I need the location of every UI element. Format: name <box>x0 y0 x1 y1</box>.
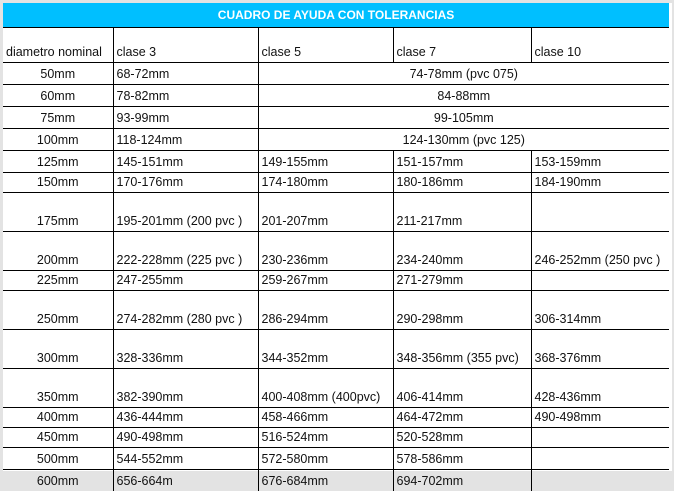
cell-clase-3[interactable]: 436-444mm <box>113 408 258 428</box>
cell-merged-clase-5-10[interactable]: 74-78mm (pvc 075) <box>258 63 669 85</box>
cell-clase-10[interactable]: 306-314mm <box>531 291 669 330</box>
cell-clase-7[interactable]: 211-217mm <box>393 193 531 232</box>
cell-nominal[interactable]: 60mm <box>3 85 113 107</box>
cell-clase-3[interactable]: 145-151mm <box>113 151 258 173</box>
cell-clase-10[interactable] <box>531 448 669 470</box>
cell-clase-10[interactable] <box>531 428 669 448</box>
cell-clase-3[interactable]: 382-390mm <box>113 369 258 408</box>
spreadsheet: CUADRO DE AYUDA CON TOLERANCIAS diametro… <box>3 3 672 471</box>
cell-clase-5[interactable]: 174-180mm <box>258 173 393 193</box>
cell-clase-10[interactable]: 428-436mm <box>531 369 669 408</box>
cell-clase-5[interactable]: 259-267mm <box>258 271 393 291</box>
tolerance-table: CUADRO DE AYUDA CON TOLERANCIAS diametro… <box>3 3 669 491</box>
cell-clase-3[interactable]: 93-99mm <box>113 107 258 129</box>
cell-clase-7[interactable]: 520-528mm <box>393 428 531 448</box>
cell-clase-5[interactable]: 201-207mm <box>258 193 393 232</box>
cell-clase-3[interactable]: 78-82mm <box>113 85 258 107</box>
cell-clase-7[interactable]: 290-298mm <box>393 291 531 330</box>
cell-nominal[interactable]: 350mm <box>3 369 113 408</box>
header-row: diametro nominal clase 3 clase 5 clase 7… <box>3 28 669 63</box>
cell-clase-5[interactable]: 344-352mm <box>258 330 393 369</box>
cell-clase-3[interactable]: 328-336mm <box>113 330 258 369</box>
cell-clase-7[interactable]: 151-157mm <box>393 151 531 173</box>
cell-clase-5[interactable]: 400-408mm (400pvc) <box>258 369 393 408</box>
table-title[interactable]: CUADRO DE AYUDA CON TOLERANCIAS <box>3 3 669 28</box>
cell-clase-10[interactable]: 490-498mm <box>531 408 669 428</box>
cell-clase-7[interactable]: 406-414mm <box>393 369 531 408</box>
cell-nominal[interactable]: 500mm <box>3 448 113 470</box>
cell-clase-3[interactable]: 170-176mm <box>113 173 258 193</box>
cell-nominal[interactable]: 100mm <box>3 129 113 151</box>
cell-nominal[interactable]: 75mm <box>3 107 113 129</box>
cell-nominal[interactable]: 200mm <box>3 232 113 271</box>
cell-clase-3[interactable]: 247-255mm <box>113 271 258 291</box>
cell-clase-10[interactable]: 153-159mm <box>531 151 669 173</box>
cell-clase-5[interactable]: 458-466mm <box>258 408 393 428</box>
cell-clase-7[interactable]: 180-186mm <box>393 173 531 193</box>
cell-clase-7[interactable]: 271-279mm <box>393 271 531 291</box>
cell-nominal[interactable]: 300mm <box>3 330 113 369</box>
cell-nominal[interactable]: 400mm <box>3 408 113 428</box>
cell-clase-5[interactable]: 149-155mm <box>258 151 393 173</box>
cell-clase-7[interactable]: 348-356mm (355 pvc) <box>393 330 531 369</box>
cell-merged-clase-5-10[interactable]: 84-88mm <box>258 85 669 107</box>
cell-clase-3[interactable]: 490-498mm <box>113 428 258 448</box>
cell-nominal[interactable]: 50mm <box>3 63 113 85</box>
cell-clase-10[interactable] <box>531 271 669 291</box>
cell-clase-7[interactable]: 234-240mm <box>393 232 531 271</box>
cell-clase-5[interactable]: 516-524mm <box>258 428 393 448</box>
cell-clase-10[interactable] <box>531 193 669 232</box>
cell-clase-3[interactable]: 195-201mm (200 pvc ) <box>113 193 258 232</box>
cell-nominal[interactable]: 450mm <box>3 428 113 448</box>
cell-clase-10[interactable]: 184-190mm <box>531 173 669 193</box>
cell-clase-10[interactable]: 246-252mm (250 pvc ) <box>531 232 669 271</box>
cell-clase-7[interactable]: 464-472mm <box>393 408 531 428</box>
cell-nominal[interactable]: 225mm <box>3 271 113 291</box>
cell-clase-5[interactable]: 286-294mm <box>258 291 393 330</box>
header-diametro-nominal[interactable]: diametro nominal <box>3 28 113 63</box>
cell-clase-3[interactable]: 544-552mm <box>113 448 258 470</box>
header-clase-10[interactable]: clase 10 <box>531 28 669 63</box>
cell-nominal[interactable]: 125mm <box>3 151 113 173</box>
cell-nominal[interactable]: 150mm <box>3 173 113 193</box>
cell-clase-7[interactable]: 578-586mm <box>393 448 531 470</box>
cell-clase-10[interactable]: 368-376mm <box>531 330 669 369</box>
cell-merged-clase-5-10[interactable]: 99-105mm <box>258 107 669 129</box>
cell-nominal[interactable]: 250mm <box>3 291 113 330</box>
cell-clase-3[interactable]: 274-282mm (280 pvc ) <box>113 291 258 330</box>
cell-clase-3[interactable]: 68-72mm <box>113 63 258 85</box>
header-clase-7[interactable]: clase 7 <box>393 28 531 63</box>
header-clase-5[interactable]: clase 5 <box>258 28 393 63</box>
header-clase-3[interactable]: clase 3 <box>113 28 258 63</box>
cell-nominal[interactable]: 175mm <box>3 193 113 232</box>
cell-merged-clase-5-10[interactable]: 124-130mm (pvc 125) <box>258 129 669 151</box>
cell-clase-3[interactable]: 222-228mm (225 pvc ) <box>113 232 258 271</box>
cell-clase-5[interactable]: 230-236mm <box>258 232 393 271</box>
cell-clase-5[interactable]: 572-580mm <box>258 448 393 470</box>
cell-clase-3[interactable]: 118-124mm <box>113 129 258 151</box>
